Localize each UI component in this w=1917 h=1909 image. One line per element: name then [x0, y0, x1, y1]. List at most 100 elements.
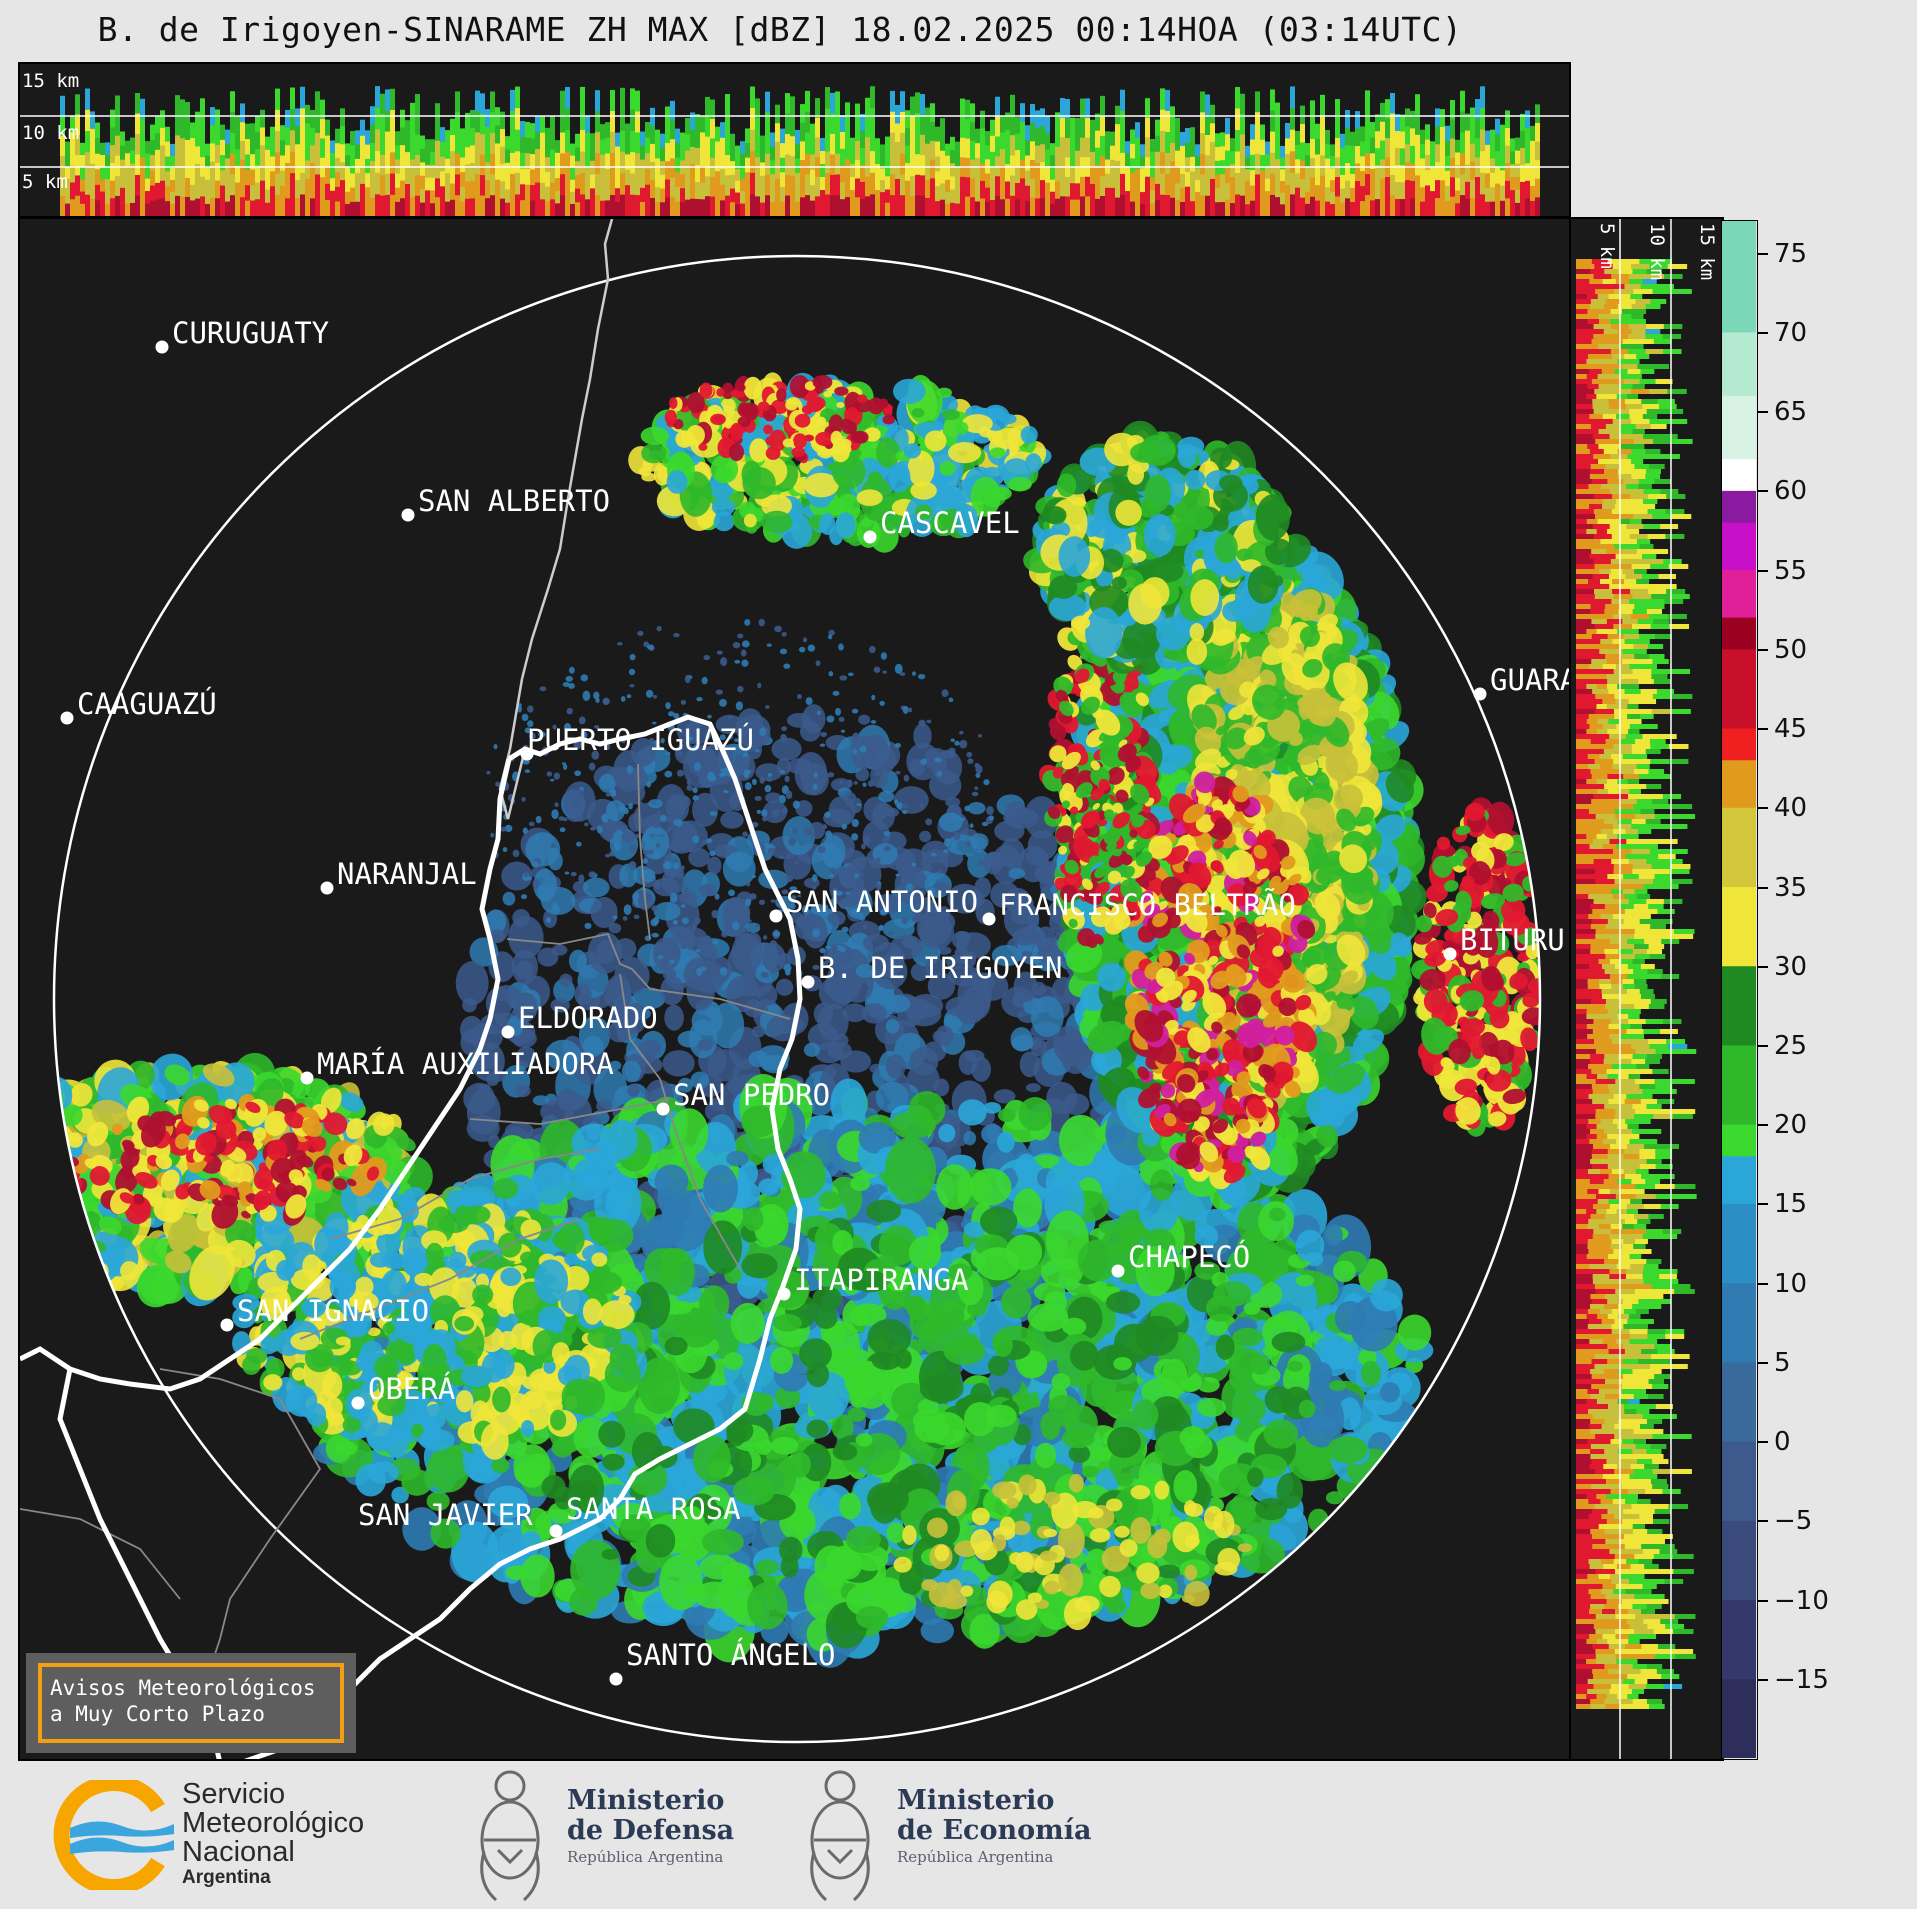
top-echo-bar — [1175, 183, 1180, 201]
top-echo-bar — [1035, 198, 1040, 216]
top-echo-bar — [1500, 185, 1505, 202]
echo-cell — [659, 1248, 695, 1296]
top-echo-bar — [835, 195, 840, 216]
top-echo-bar — [1335, 138, 1340, 159]
top-echo-bar — [1265, 153, 1270, 168]
top-echo-bar — [265, 149, 270, 165]
top-echo-bar — [965, 177, 970, 198]
radar-map[interactable]: CURUGUATY SAN ALBERTO CAAGUAZÚ PUERTO IG… — [20, 219, 1571, 1761]
echo-cell — [1247, 1467, 1264, 1488]
top-echo-bar — [1155, 151, 1160, 169]
top-echo-bar — [1420, 187, 1425, 203]
top-echo-bar — [600, 124, 605, 141]
top-echo-bar — [1185, 128, 1190, 144]
top-echo-bar — [415, 114, 420, 136]
top-echo-bar — [1130, 172, 1135, 189]
top-echo-bar — [1330, 168, 1335, 182]
top-echo-bar — [1035, 163, 1040, 182]
top-echo-bar — [165, 201, 170, 216]
top-echo-bar — [500, 198, 505, 216]
top-echo-bar — [1075, 118, 1080, 136]
top-echo-bar — [200, 117, 205, 139]
top-echo-bar — [470, 110, 475, 129]
top-echo-bar — [940, 183, 945, 201]
top-echo-bar — [160, 127, 165, 147]
top-echo-bar — [335, 186, 340, 203]
top-echo-bar — [1005, 146, 1010, 166]
top-echo-bar — [250, 138, 255, 156]
top-echo-bar — [135, 195, 140, 216]
top-echo-bar — [1275, 178, 1280, 199]
top-echo-bar — [895, 197, 900, 216]
top-echo-bar — [990, 119, 995, 137]
top-echo-bar — [580, 86, 585, 110]
top-echo-bar — [925, 197, 930, 216]
top-echo-bar — [1205, 114, 1210, 137]
top-echo-bar — [370, 142, 375, 163]
top-echo-bar — [935, 186, 940, 203]
echo-cell — [20, 1187, 28, 1222]
top-echo-bar — [1530, 155, 1535, 172]
top-echo-bar — [290, 108, 295, 132]
top-echo-bar — [195, 146, 200, 165]
top-echo-bar — [1210, 104, 1215, 125]
top-echo-bar — [280, 155, 285, 172]
top-echo-bar — [740, 166, 745, 180]
top-echo-bar — [920, 195, 925, 216]
top-echo-bar — [480, 154, 485, 177]
echo-cell — [1327, 1436, 1368, 1464]
top-echo-bar — [1265, 166, 1270, 180]
top-echo-bar — [430, 152, 435, 166]
top-echo-bar — [405, 168, 410, 186]
top-echo-bar — [840, 199, 845, 216]
echo-cell — [1027, 1592, 1043, 1603]
echo-cell — [596, 1099, 613, 1114]
top-echo-bar — [860, 147, 865, 166]
top-echo-bar — [1405, 162, 1410, 182]
top-echo-bar — [215, 109, 220, 129]
top-echo-bar — [70, 199, 75, 216]
top-echo-bar — [510, 173, 515, 196]
top-echo-bar — [1190, 201, 1195, 216]
top-echo-bar — [875, 190, 880, 205]
echo-cell — [794, 752, 828, 796]
echo-cell — [1255, 1497, 1288, 1521]
radar-map-panel[interactable]: CURUGUATY SAN ALBERTO CAAGUAZÚ PUERTO IG… — [18, 217, 1571, 1761]
top-echo-bar — [535, 199, 540, 216]
top-echo-bar — [1340, 174, 1345, 190]
top-echo-bar — [595, 153, 600, 176]
top-echo-bar — [1015, 117, 1020, 135]
top-echo-bar — [695, 198, 700, 216]
top-echo-bar — [1455, 190, 1460, 205]
echo-cell — [20, 1122, 33, 1143]
top-echo-bar — [475, 111, 480, 134]
echo-cell — [1113, 1357, 1132, 1371]
top-echo-bar — [605, 169, 610, 186]
top-echo-bar — [100, 191, 105, 205]
top-echo-bar — [120, 173, 125, 189]
top-echo-bar — [1045, 199, 1050, 216]
top-echo-bar — [160, 110, 165, 129]
top-echo-bar — [1445, 140, 1450, 157]
top-echo-bar — [1435, 198, 1440, 216]
top-echo-bar — [1130, 201, 1135, 216]
top-echo-bar — [565, 194, 570, 216]
echo-cell — [758, 984, 778, 1006]
top-echo-bar — [665, 197, 670, 216]
top-echo-bar — [1490, 187, 1495, 203]
echo-cell — [606, 1119, 638, 1160]
top-echo-bar — [725, 195, 730, 216]
top-echo-bar — [320, 196, 325, 216]
top-echo-bar — [1525, 180, 1530, 200]
top-echo-bar — [975, 186, 980, 203]
top-echo-bar — [950, 150, 955, 165]
top-echo-bar — [1440, 144, 1445, 164]
top-echo-bar — [145, 166, 150, 180]
top-echo-bar — [360, 183, 365, 201]
top-echo-bar — [110, 180, 115, 200]
top-echo-bar — [610, 195, 615, 216]
top-echo-bar — [1115, 124, 1120, 144]
echo-cell — [559, 973, 573, 987]
top-echo-bar — [250, 123, 255, 140]
top-echo-bar — [1195, 204, 1200, 216]
